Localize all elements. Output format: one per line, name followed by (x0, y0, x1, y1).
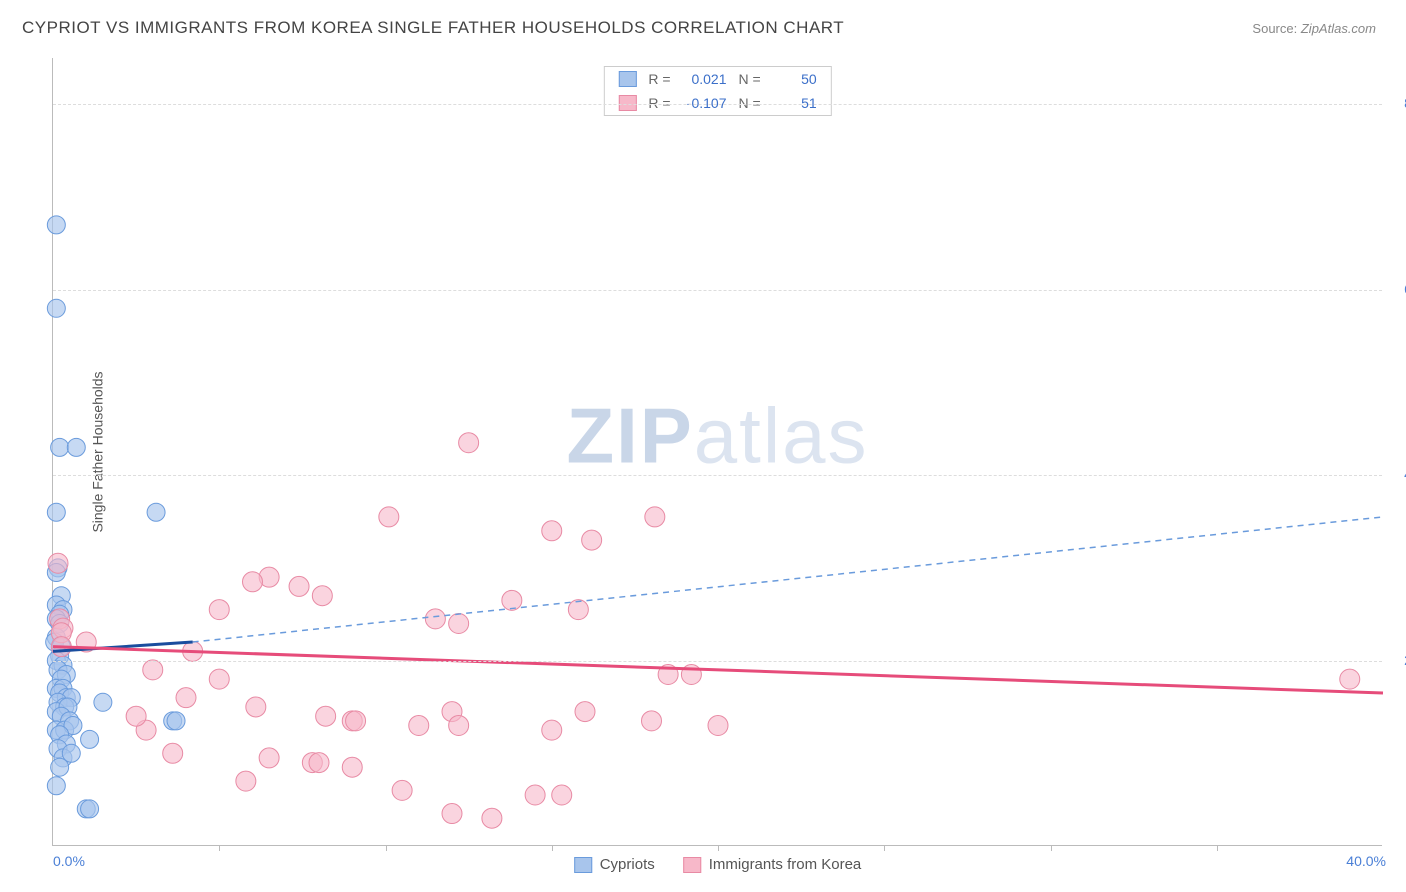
swatch-series-2-bottom (683, 857, 701, 873)
data-point (645, 507, 665, 527)
data-point (47, 777, 65, 795)
plot-region: ZIPatlas Single Father Households 0.0% 4… (52, 58, 1382, 846)
data-point (542, 521, 562, 541)
n-label-1: N = (739, 71, 761, 87)
data-point (167, 712, 185, 730)
x-tick (386, 845, 387, 851)
data-point (575, 702, 595, 722)
swatch-series-1-bottom (574, 857, 592, 873)
legend-stats-row-1: R = 0.021 N = 50 (604, 67, 830, 91)
data-point (409, 715, 429, 735)
data-point (459, 433, 479, 453)
data-point (442, 804, 462, 824)
data-point (525, 785, 545, 805)
r-value-1: 0.021 (679, 71, 727, 87)
legend-label-2: Immigrants from Korea (709, 856, 862, 873)
trend-line (53, 647, 1383, 693)
data-point (542, 720, 562, 740)
legend-stats-row-2: R = -0.107 N = 51 (604, 91, 830, 115)
data-point (94, 693, 112, 711)
data-point (289, 576, 309, 596)
data-point (425, 609, 445, 629)
legend-item-1: Cypriots (574, 856, 655, 873)
legend-item-2: Immigrants from Korea (683, 856, 862, 873)
data-point (482, 808, 502, 828)
data-point (126, 706, 146, 726)
n-value-2: 51 (769, 95, 817, 111)
r-value-2: -0.107 (679, 95, 727, 111)
data-point (67, 438, 85, 456)
swatch-series-2 (618, 95, 636, 111)
x-axis-max-label: 40.0% (1346, 853, 1386, 869)
data-point (243, 572, 263, 592)
data-point (209, 600, 229, 620)
r-label-1: R = (648, 71, 670, 87)
data-point (449, 614, 469, 634)
data-point (309, 753, 329, 773)
gridline (53, 290, 1382, 291)
data-point (502, 590, 522, 610)
x-tick (1051, 845, 1052, 851)
legend-label-1: Cypriots (600, 856, 655, 873)
data-point (51, 758, 69, 776)
data-point (346, 711, 366, 731)
legend-bottom: Cypriots Immigrants from Korea (574, 856, 862, 873)
data-point (379, 507, 399, 527)
data-point (163, 743, 183, 763)
data-point (708, 715, 728, 735)
x-axis-min-label: 0.0% (53, 853, 85, 869)
data-point (51, 438, 69, 456)
gridline (53, 475, 1382, 476)
source-value: ZipAtlas.com (1301, 21, 1376, 36)
data-point (47, 299, 65, 317)
data-point (642, 711, 662, 731)
header: CYPRIOT VS IMMIGRANTS FROM KOREA SINGLE … (0, 0, 1406, 48)
data-point (568, 600, 588, 620)
data-point (316, 706, 336, 726)
y-axis-label: Single Father Households (90, 371, 106, 532)
data-point (1340, 669, 1360, 689)
data-point (81, 800, 99, 818)
data-point (47, 216, 65, 234)
x-tick (884, 845, 885, 851)
x-tick (718, 845, 719, 851)
data-point (259, 748, 279, 768)
n-value-1: 50 (769, 71, 817, 87)
chart-area: ZIPatlas Single Father Households 0.0% 4… (52, 58, 1382, 846)
gridline (53, 661, 1382, 662)
data-point (48, 553, 68, 573)
data-point (143, 660, 163, 680)
data-point (176, 688, 196, 708)
source-credit: Source: ZipAtlas.com (1252, 21, 1376, 36)
n-label-2: N = (739, 95, 761, 111)
data-point (342, 757, 362, 777)
data-point (246, 697, 266, 717)
gridline (53, 104, 1382, 105)
scatter-svg (53, 58, 1382, 845)
data-point (147, 503, 165, 521)
data-point (552, 785, 572, 805)
data-point (582, 530, 602, 550)
data-point (449, 715, 469, 735)
x-tick (219, 845, 220, 851)
data-point (236, 771, 256, 791)
source-label: Source: (1252, 21, 1297, 36)
chart-title: CYPRIOT VS IMMIGRANTS FROM KOREA SINGLE … (22, 18, 844, 38)
swatch-series-1 (618, 71, 636, 87)
data-point (81, 730, 99, 748)
data-point (209, 669, 229, 689)
data-point (47, 503, 65, 521)
x-tick (552, 845, 553, 851)
r-label-2: R = (648, 95, 670, 111)
x-tick (1217, 845, 1218, 851)
trend-line-extrapolated (193, 517, 1383, 642)
data-point (392, 780, 412, 800)
data-point (312, 586, 332, 606)
legend-stats-box: R = 0.021 N = 50 R = -0.107 N = 51 (603, 66, 831, 116)
